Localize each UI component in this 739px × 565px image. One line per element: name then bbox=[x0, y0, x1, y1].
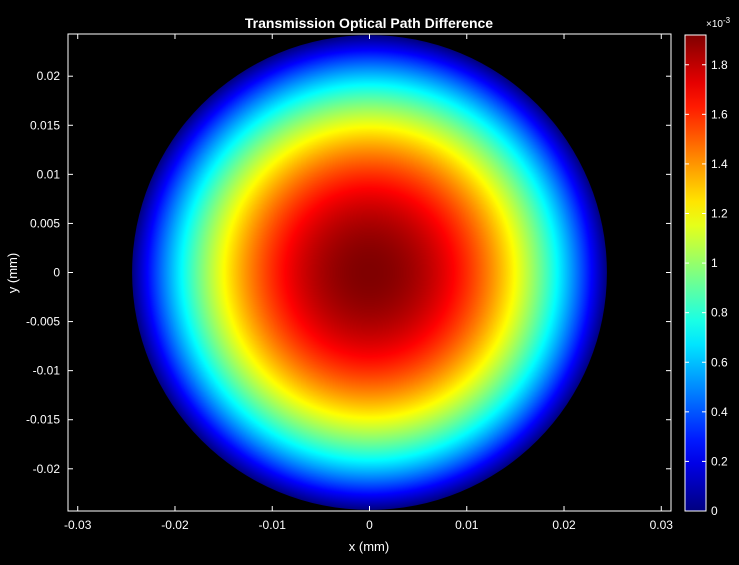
x-tick-label: -0.01 bbox=[259, 518, 287, 532]
plot-area: -0.03 -0.02 -0.01 0 0.01 0.02 0.03 -0.02 -0.015… bbox=[26, 33, 673, 532]
colorbar-tick-label: 1.4 bbox=[711, 157, 728, 171]
colorbar-tick-label: 0.8 bbox=[711, 306, 728, 320]
colorbar-exponent-power: -3 bbox=[723, 16, 731, 25]
colorbar-frame bbox=[684, 34, 707, 512]
colorbar-ticks: 0 0.2 0.4 0.6 0.8 1 1.2 1.4 1.6 1.8 bbox=[685, 58, 728, 518]
colorbar-tick-label: 0 bbox=[711, 504, 718, 518]
y-tick-label: 0 bbox=[53, 266, 60, 280]
x-tick-label: 0.01 bbox=[455, 518, 479, 532]
y-axis: -0.02 -0.015 -0.01 -0.005 0 0.005 0.01 0.015 0.0… bbox=[26, 69, 671, 476]
y-tick-label: -0.01 bbox=[33, 364, 61, 378]
x-tick-label: 0 bbox=[366, 518, 373, 532]
y-tick-label: -0.02 bbox=[33, 462, 61, 476]
colorbar-tick-label: 1.8 bbox=[711, 58, 728, 72]
y-tick-label: 0.005 bbox=[30, 216, 60, 230]
y-tick-label: -0.015 bbox=[26, 413, 60, 427]
colorbar-gradient bbox=[685, 35, 706, 511]
colorbar: 0 0.2 0.4 0.6 0.8 1 1.2 1.4 1.6 1.8 ×10-3 bbox=[684, 16, 731, 518]
colorbar-exponent-base: ×10 bbox=[706, 19, 723, 30]
chart-title: Transmission Optical Path Difference bbox=[245, 15, 493, 31]
colorbar-tick-label: 1.6 bbox=[711, 107, 728, 121]
x-axis: -0.03 -0.02 -0.01 0 0.01 0.02 0.03 bbox=[64, 34, 673, 532]
y-tick-label: -0.005 bbox=[26, 315, 60, 329]
colorbar-tick-label: 0.2 bbox=[711, 454, 728, 468]
x-axis-label: x (mm) bbox=[349, 539, 389, 554]
y-tick-label: 0.015 bbox=[30, 118, 60, 132]
x-tick-label: -0.02 bbox=[161, 518, 189, 532]
y-tick-label: 0.02 bbox=[37, 69, 61, 83]
x-tick-label: -0.03 bbox=[64, 518, 92, 532]
colorbar-tick-label: 1 bbox=[711, 256, 718, 270]
heatmap-image bbox=[132, 35, 607, 510]
y-tick-label: 0.01 bbox=[37, 167, 61, 181]
colorbar-exponent: ×10-3 bbox=[706, 16, 731, 30]
opd-heatmap bbox=[132, 35, 607, 510]
x-tick-label: 0.02 bbox=[552, 518, 576, 532]
y-axis-label: y (mm) bbox=[5, 253, 20, 293]
colorbar-tick-label: 1.2 bbox=[711, 207, 728, 221]
colorbar-tick-label: 0.4 bbox=[711, 405, 728, 419]
x-tick-label: 0.03 bbox=[650, 518, 674, 532]
colorbar-tick-label: 0.6 bbox=[711, 355, 728, 369]
